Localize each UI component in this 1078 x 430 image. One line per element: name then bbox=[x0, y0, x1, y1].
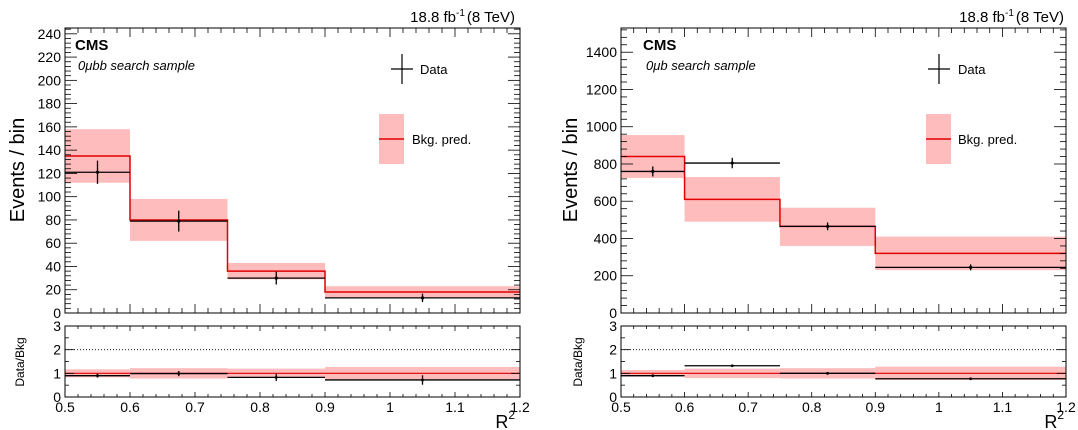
right-x-tick-label: 0.6 bbox=[675, 399, 695, 415]
right-x-tick-label: 0.5 bbox=[611, 399, 631, 415]
left-ratio-y-tick-label: 3 bbox=[53, 318, 61, 334]
right-ratio-y-tick-label: 3 bbox=[609, 318, 617, 334]
left-x-tick-label: 0.7 bbox=[185, 399, 205, 415]
left-main-frame bbox=[64, 27, 521, 314]
left-ratio-plot bbox=[65, 349, 520, 385]
right-y-tick-label: 1000 bbox=[586, 119, 617, 135]
left-axes: 0.5 0.6 0.7 0.8 0.9 1 1.1 1.2020406080100120140… bbox=[38, 26, 530, 415]
right-x-tick-label: 0.9 bbox=[866, 399, 886, 415]
right-data-point-2 bbox=[826, 224, 830, 228]
left-legend: Data Bkg. pred. bbox=[379, 54, 471, 164]
right-legend: Data Bkg. pred. bbox=[926, 54, 1017, 164]
left-chart: 18.8 fb-1 (8 TeV) CMS 0μbb search sample … bbox=[7, 8, 530, 430]
left-data-point-2 bbox=[274, 276, 278, 280]
right-x-tick-label: 0.7 bbox=[738, 399, 758, 415]
left-y-tick-label: 0 bbox=[53, 305, 61, 321]
left-y-tick-label: 20 bbox=[45, 282, 61, 298]
left-y-tick-label: 160 bbox=[38, 119, 62, 135]
left-x-tick-label: 1.2 bbox=[510, 399, 530, 415]
left-y-tick-label: 120 bbox=[38, 165, 62, 181]
right-y-tick-label: 600 bbox=[594, 193, 618, 209]
left-y-tick-label: 180 bbox=[38, 96, 62, 112]
right-ratio-point-3 bbox=[969, 377, 973, 381]
left-x-tick-label: 1.1 bbox=[445, 399, 465, 415]
right-x-tick-label: 1.2 bbox=[1056, 399, 1076, 415]
right-x-tick-label: 1 bbox=[935, 399, 943, 415]
left-x-tick-label: 0.6 bbox=[120, 399, 140, 415]
left-ratio-y-tick-label: 1 bbox=[53, 365, 61, 381]
left-main-plot bbox=[65, 129, 520, 303]
right-y-tick-label: 800 bbox=[594, 156, 618, 172]
right-sample-label: 0μb search sample bbox=[646, 58, 756, 73]
right-y-tick-label: 1400 bbox=[586, 44, 617, 60]
left-y-tick-label: 140 bbox=[38, 142, 62, 158]
left-y-tick-label: 220 bbox=[38, 49, 62, 65]
right-x-tick-label: 1.1 bbox=[993, 399, 1013, 415]
right-data-point-3 bbox=[969, 265, 973, 269]
left-legend-bkg-label: Bkg. pred. bbox=[412, 132, 471, 147]
right-experiment-label: CMS bbox=[643, 37, 676, 54]
right-main-plot bbox=[621, 135, 1066, 271]
right-ratio-frame bbox=[620, 325, 1067, 398]
left-x-tick-label: 1 bbox=[386, 399, 394, 415]
left-data-point-0 bbox=[95, 170, 100, 174]
right-ratio-plot bbox=[621, 349, 1066, 381]
right-ratio-y-tick-label: 2 bbox=[609, 342, 617, 358]
left-y-tick-label: 40 bbox=[45, 258, 61, 274]
right-main-frame bbox=[620, 27, 1067, 314]
left-ratio-frame bbox=[64, 325, 521, 398]
right-x-axis-label: R2 bbox=[1044, 408, 1064, 430]
left-y-tick-label: 240 bbox=[38, 26, 62, 42]
left-x-tick-label: 0.9 bbox=[315, 399, 335, 415]
left-y-tick-label: 200 bbox=[38, 72, 62, 88]
right-legend-bkg-label: Bkg. pred. bbox=[958, 132, 1017, 147]
right-axes: 0.5 0.6 0.7 0.8 0.9 1 1.1 1.2 0 200 400 600 800 1000 1… bbox=[586, 28, 1076, 415]
right-ratio-y-axis-label: Data/Bkg bbox=[571, 337, 585, 386]
right-chart: 18.8 fb-1 (8 TeV) CMS 0μb search sample E… bbox=[560, 8, 1076, 430]
left-x-tick-label: 0.5 bbox=[55, 399, 75, 415]
left-experiment-label: CMS bbox=[75, 37, 108, 54]
right-ratio-y-tick-label: 0 bbox=[609, 389, 617, 405]
left-ratio-point-1 bbox=[177, 372, 181, 375]
right-data-point-0 bbox=[651, 169, 655, 174]
right-y-tick-label: 0 bbox=[609, 305, 617, 321]
left-sample-label: 0μbb search sample bbox=[78, 58, 195, 73]
left-x-axis-label: R2 bbox=[495, 408, 515, 430]
left-ratio-point-0 bbox=[96, 374, 99, 378]
left-ratio-y-tick-label: 0 bbox=[53, 389, 61, 405]
right-ratio-point-0 bbox=[651, 374, 655, 378]
left-data-point-3 bbox=[420, 296, 425, 300]
right-data-point-1 bbox=[730, 161, 734, 165]
left-ratio-y-axis-label: Data/Bkg bbox=[13, 337, 27, 386]
right-lumi-label: 18.8 fb-1 (8 TeV) bbox=[959, 8, 1064, 26]
right-y-tick-label: 200 bbox=[594, 268, 618, 284]
right-ratio-point-1 bbox=[730, 364, 734, 368]
left-y-tick-label: 100 bbox=[38, 189, 62, 205]
left-y-tick-label: 80 bbox=[45, 212, 61, 228]
left-x-tick-label: 0.8 bbox=[250, 399, 270, 415]
right-y-tick-label: 1200 bbox=[586, 81, 617, 97]
left-ratio-y-tick-label: 2 bbox=[53, 342, 61, 358]
left-bkg-histogram bbox=[65, 155, 520, 293]
right-x-tick-label: 0.8 bbox=[802, 399, 822, 415]
left-y-tick-label: 60 bbox=[45, 235, 61, 251]
right-bkg-histogram bbox=[621, 155, 1066, 255]
right-legend-data-label: Data bbox=[958, 62, 986, 77]
right-y-tick-label: 400 bbox=[594, 230, 618, 246]
right-ratio-point-2 bbox=[826, 371, 830, 375]
right-y-axis-label: Events / bin bbox=[560, 118, 582, 223]
left-lumi-label: 18.8 fb-1 (8 TeV) bbox=[410, 8, 515, 26]
left-legend-data-label: Data bbox=[420, 62, 448, 77]
left-data-point-1 bbox=[177, 219, 181, 223]
left-ratio-point-2 bbox=[274, 375, 278, 379]
right-ratio-y-tick-label: 1 bbox=[609, 365, 617, 381]
left-y-axis-label: Events / bin bbox=[7, 118, 29, 223]
left-ratio-point-3 bbox=[421, 378, 424, 382]
